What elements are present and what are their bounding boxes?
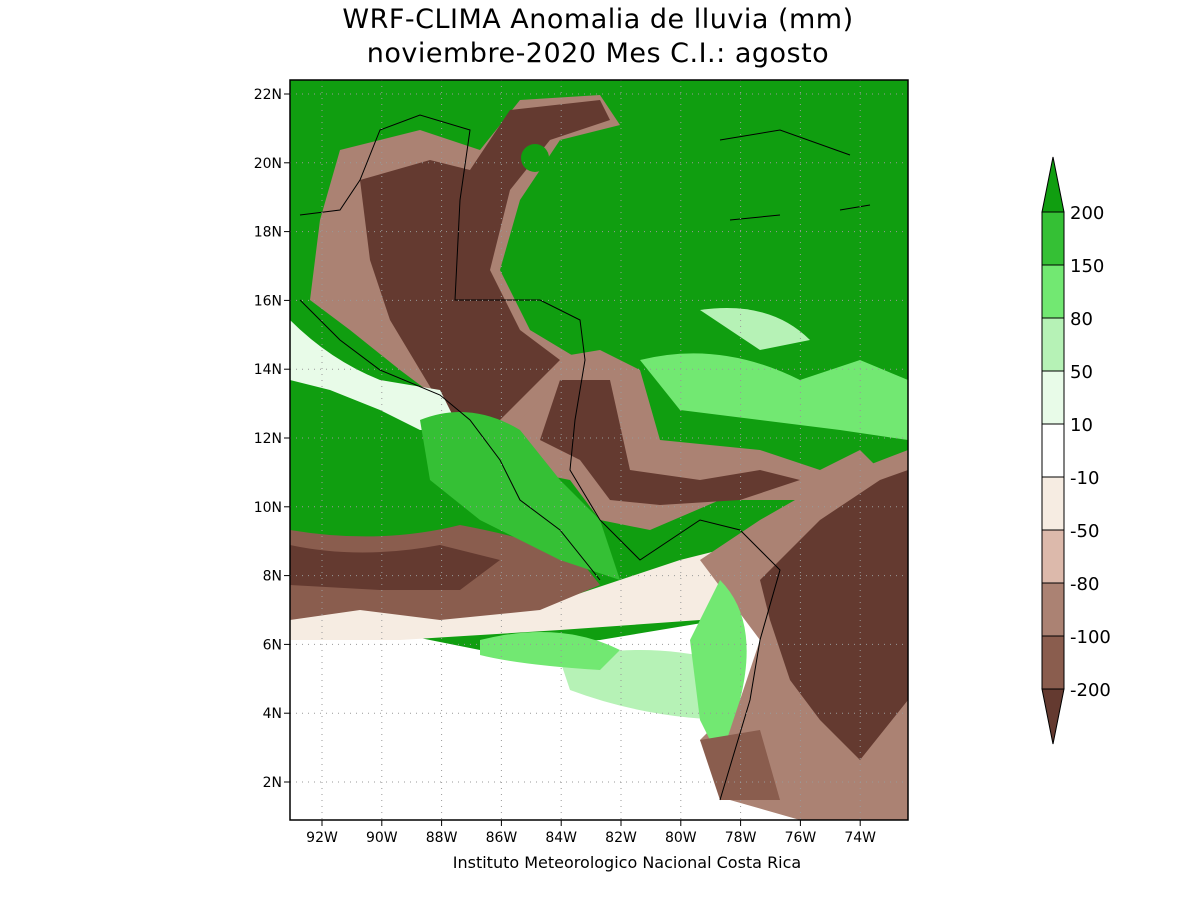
lon-tick-label: 86W [486,830,518,846]
colorbar-label: 150 [1070,256,1104,277]
colorbar-segment [1041,635,1065,690]
credit: Instituto Meteorologico Nacional Costa R… [453,853,801,872]
map-frame [289,79,909,821]
title-line-2: noviembre-2020 Mes C.I.: agosto [367,38,829,69]
colorbar-segment [1041,476,1065,531]
map [290,80,908,820]
lat-tick-label: 12N [254,431,282,447]
lon-tick-label: 80W [665,830,697,846]
lat-tick-label: 14N [254,362,282,378]
lon-tick-label: 82W [605,830,637,846]
colorbar-label: -100 [1070,627,1111,648]
colorbar-label: 80 [1070,309,1093,330]
lat-tick-label: 22N [254,87,282,103]
lon-tick-label: 90W [366,830,398,846]
colorbar-label: -200 [1070,680,1111,701]
colorbar-end [1041,688,1065,745]
lat-tick-label: 2N [263,775,282,791]
lat-tick-label: 20N [254,156,282,172]
colorbar-label: -10 [1070,468,1099,489]
colorbar-label: -50 [1070,521,1099,542]
colorbar-label: 50 [1070,362,1093,383]
lat-tick-label: 16N [254,293,282,309]
colorbar-label: 200 [1070,203,1104,224]
lon-tick-label: 78W [725,830,757,846]
lon-tick-label: 84W [545,830,577,846]
colorbar-end [1041,156,1065,213]
title-line-1: WRF-CLIMA Anomalia de lluvia (mm) [342,4,853,35]
lat-tick-label: 4N [263,706,282,722]
colorbar-segment [1041,529,1065,584]
colorbar-segment [1041,264,1065,319]
colorbar-segment [1041,370,1065,425]
lat-tick-label: 10N [254,500,282,516]
lat-tick-label: 6N [263,637,282,653]
colorbar-label: -80 [1070,574,1099,595]
lon-tick-label: 76W [785,830,817,846]
lat-tick-label: 18N [254,225,282,241]
lat-tick-label: 8N [263,569,282,585]
colorbar-label: 10 [1070,415,1093,436]
colorbar-segment [1041,582,1065,637]
colorbar-segment [1041,317,1065,372]
colorbar-segment [1041,423,1065,478]
colorbar-segment [1041,211,1065,266]
lon-tick-label: 74W [844,830,876,846]
lon-tick-label: 88W [426,830,458,846]
lon-tick-label: 92W [306,830,338,846]
